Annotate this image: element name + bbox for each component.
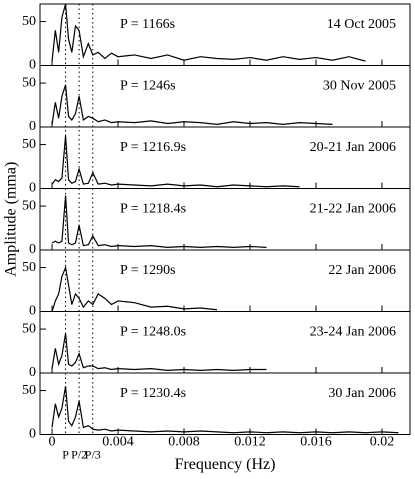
date-label: 30 Jan 2006 (328, 386, 396, 401)
date-label: 30 Nov 2005 (323, 79, 396, 94)
panel-frame (39, 3, 411, 66)
period-label: P = 1246s (120, 79, 176, 94)
date-label: 23-24 Jan 2006 (310, 325, 396, 340)
period-label: P = 1230.4s (120, 386, 186, 401)
date-label: 21-22 Jan 2006 (310, 202, 396, 217)
harmonic-label: P/2 (71, 447, 87, 461)
x-tick-label: 0.02 (370, 435, 395, 450)
period-label: P = 1290s (120, 263, 176, 278)
spectrum-line (51, 84, 333, 125)
spectrum-line (51, 265, 218, 312)
y-tick-label: 50 (22, 321, 36, 336)
panel-frame (39, 372, 411, 435)
period-label: P = 1248.0s (120, 325, 186, 340)
spectrum-line (51, 386, 399, 434)
date-label: 14 Oct 2005 (327, 17, 396, 32)
panel-frame (39, 249, 411, 312)
y-tick-label: 50 (22, 198, 36, 213)
y-tick-label: 50 (22, 383, 36, 398)
spectrum-line (51, 195, 267, 248)
x-tick-label: 0.008 (168, 435, 200, 450)
period-label: P = 1218.4s (120, 202, 186, 217)
panel-frame (39, 311, 411, 374)
spectrum-line (51, 3, 366, 62)
x-tick-label: 0.012 (234, 435, 266, 450)
y-tick-label: 50 (22, 260, 36, 275)
y-tick-label: 0 (29, 119, 36, 134)
date-label: 20-21 Jan 2006 (310, 140, 396, 155)
period-label: P = 1216.9s (120, 140, 186, 155)
x-tick-label: 0 (49, 435, 56, 450)
y-tick-label: 0 (29, 427, 36, 442)
x-tick-label: 0.016 (300, 435, 332, 450)
y-tick-label: 50 (22, 14, 36, 29)
y-tick-label: 50 (22, 137, 36, 152)
harmonic-label: P (62, 447, 69, 461)
x-axis-label: Frequency (Hz) (175, 456, 276, 473)
period-label: P = 1166s (120, 17, 175, 32)
x-tick-label: 0.004 (102, 435, 134, 450)
y-axis-label: Amplitude (mma) (3, 162, 20, 277)
y-tick-label: 0 (29, 58, 36, 73)
harmonic-label: P/3 (85, 447, 101, 461)
y-tick-label: 0 (29, 242, 36, 257)
y-tick-label: 0 (29, 304, 36, 319)
date-label: 22 Jan 2006 (328, 263, 396, 278)
panel-frame (39, 65, 411, 128)
spectrum-line (51, 135, 300, 188)
y-tick-label: 0 (29, 365, 36, 380)
y-tick-label: 0 (29, 181, 36, 196)
y-tick-label: 50 (22, 75, 36, 90)
